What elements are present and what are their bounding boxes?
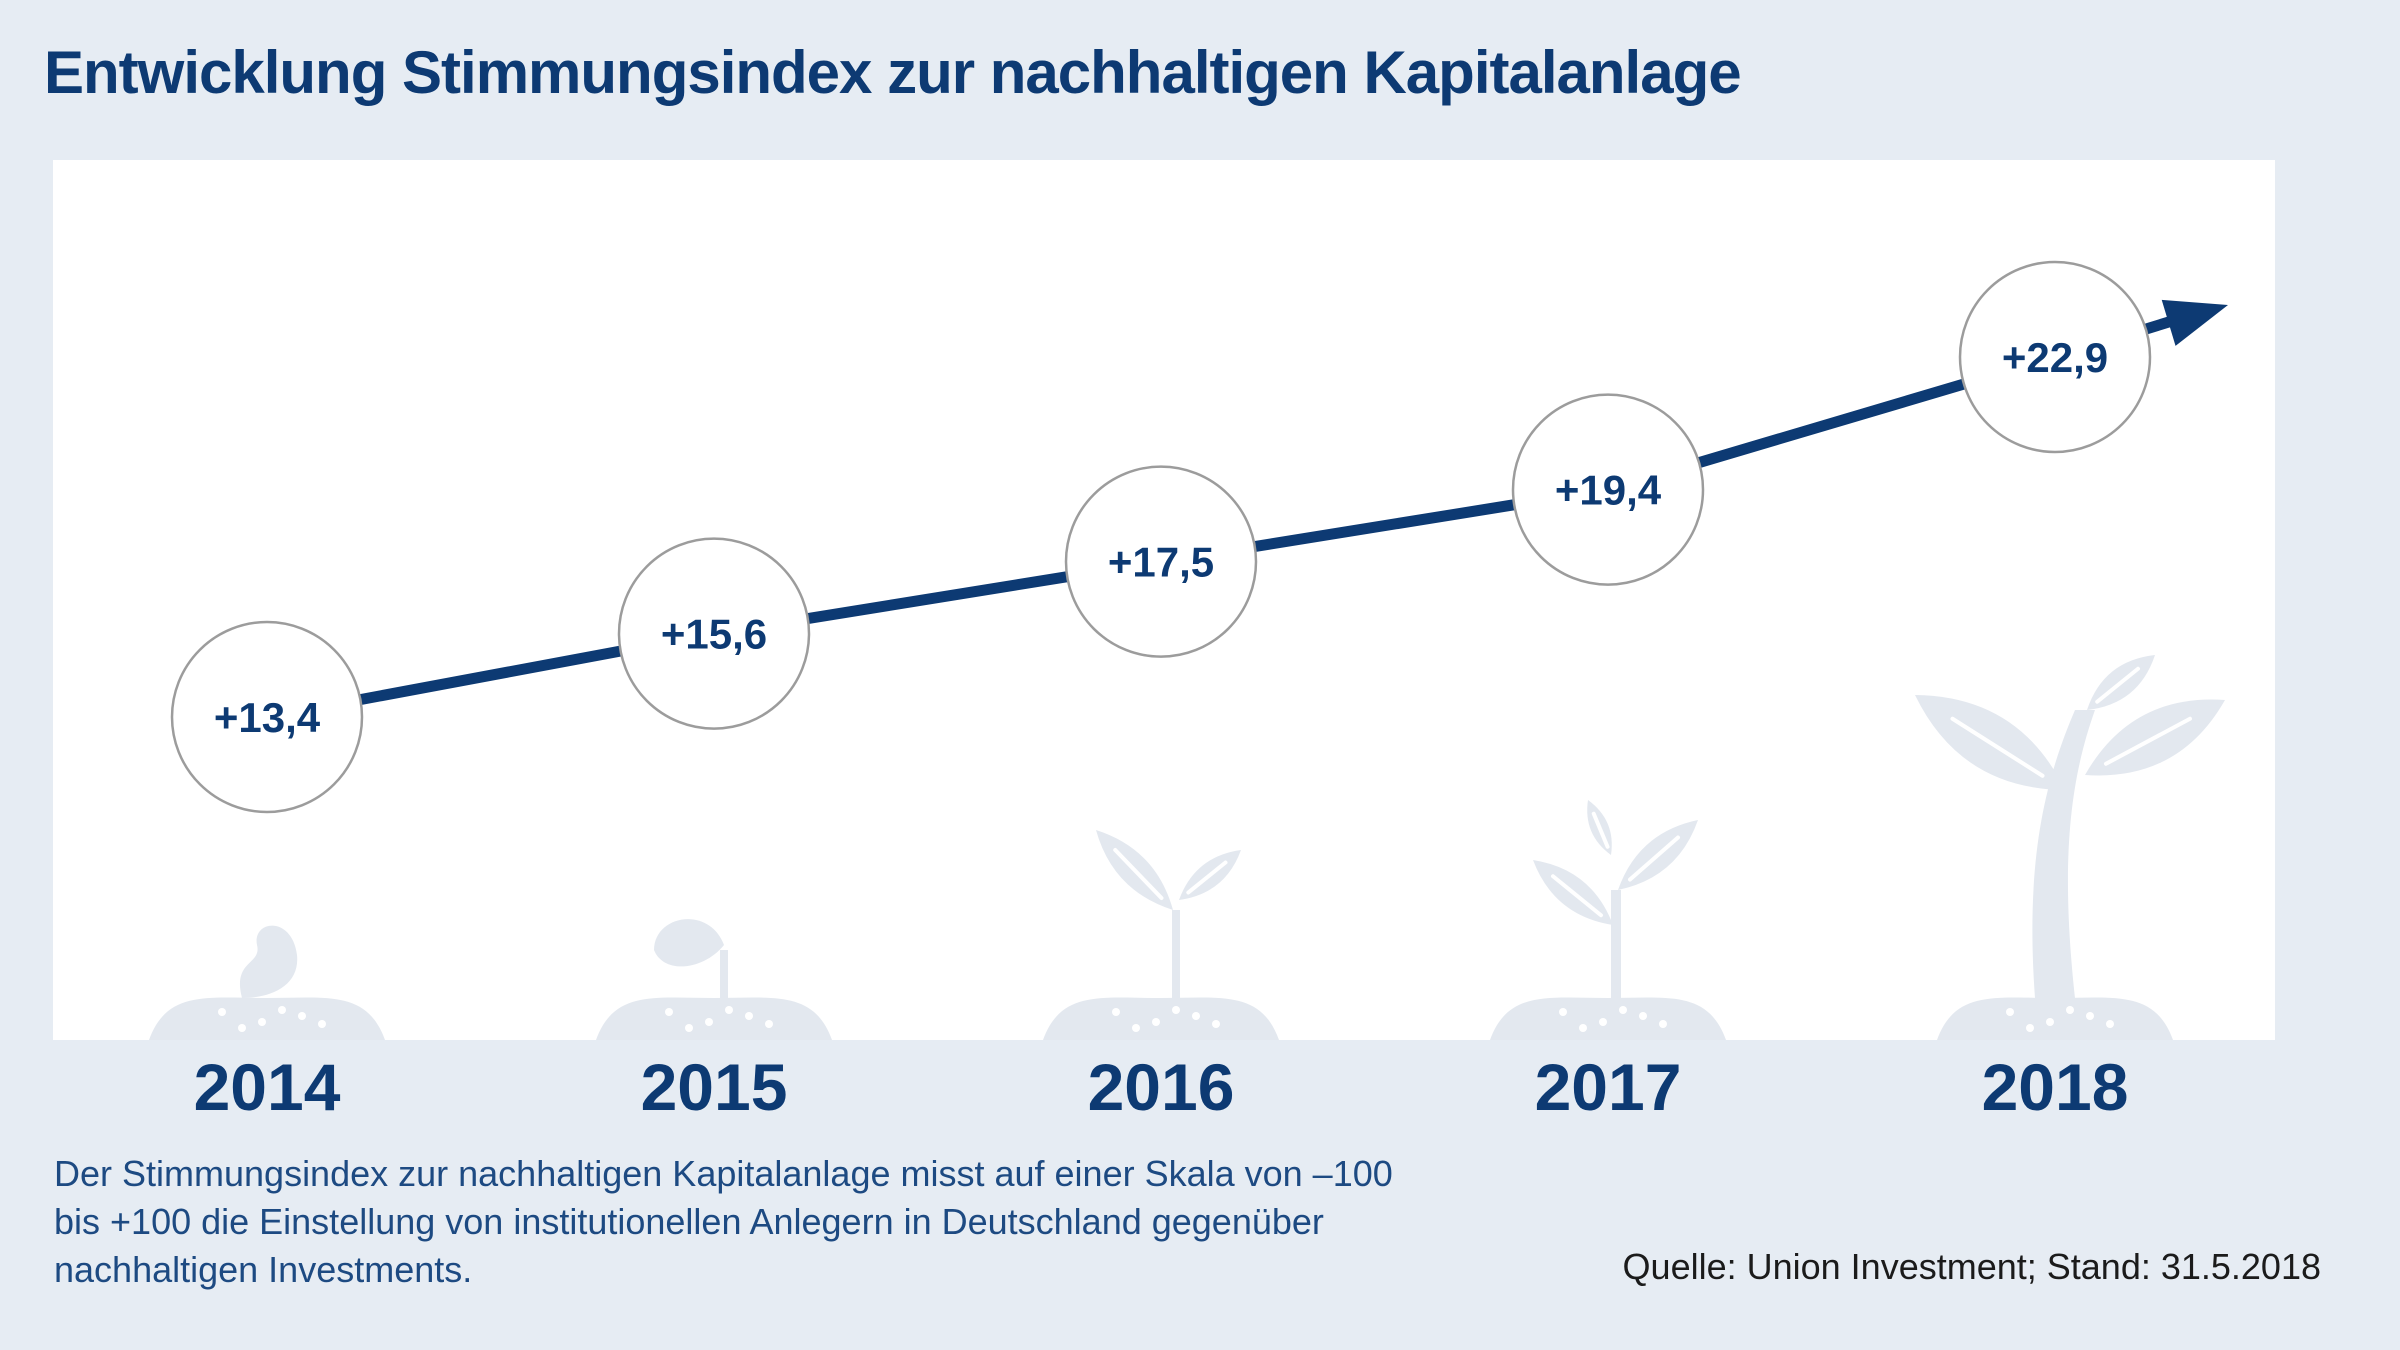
leaf-right-vein — [1186, 860, 1228, 895]
soil-mound — [596, 997, 832, 1040]
soil-dot — [685, 1024, 693, 1032]
plant-illustrations — [149, 655, 2225, 1040]
soil-dot — [765, 1020, 773, 1028]
x-tick-label-2017: 2017 — [1535, 1050, 1682, 1124]
data-label-2017: +19,4 — [1555, 467, 1662, 514]
soil-dot — [1639, 1012, 1647, 1020]
soil-dot — [1112, 1008, 1120, 1016]
soil-dot — [1172, 1006, 1180, 1014]
data-label-2014: +13,4 — [214, 694, 321, 741]
soil-dot — [2046, 1018, 2054, 1026]
soil-dot — [1619, 1006, 1627, 1014]
trend-arrowhead — [2161, 299, 2228, 346]
sprout-icon — [596, 919, 832, 1040]
x-tick-label-2015: 2015 — [641, 1050, 788, 1124]
soil-dot — [298, 1012, 306, 1020]
x-axis-labels: 2014 2015 2016 2017 2018 — [194, 1050, 2129, 1124]
x-tick-label-2016: 2016 — [1088, 1050, 1235, 1124]
young-plant-icon — [1490, 800, 1726, 1040]
soil-dot — [1599, 1018, 1607, 1026]
sprout-leaf — [654, 919, 724, 967]
leaf-right-vein — [1628, 835, 1680, 882]
soil-dot — [218, 1008, 226, 1016]
x-tick-label-2014: 2014 — [194, 1050, 341, 1124]
seed-icon — [149, 925, 385, 1040]
soil-dot — [1152, 1018, 1160, 1026]
soil-dot — [1579, 1024, 1587, 1032]
source-note: Quelle: Union Investment; Stand: 31.5.20… — [1622, 1246, 2321, 1287]
data-point-2014 — [170, 620, 364, 814]
soil-mound — [1043, 997, 1279, 1040]
data-points: +13,4 +15,6 +17,5 +19,4 +22,9 — [170, 260, 2152, 814]
data-label-2018: +22,9 — [2002, 334, 2108, 381]
seedling-icon — [1043, 830, 1279, 1040]
leaf-left-vein — [1113, 848, 1164, 900]
grown-plant-icon — [1915, 655, 2225, 1040]
soil-dot — [258, 1018, 266, 1026]
soil-dot — [1132, 1024, 1140, 1032]
leaf-top-vein — [1591, 811, 1610, 849]
soil-dot — [1212, 1020, 1220, 1028]
soil-dot — [2026, 1024, 2034, 1032]
soil-dot — [745, 1012, 753, 1020]
leaf-top-vein — [2095, 666, 2140, 704]
soil-dot — [2066, 1006, 2074, 1014]
soil-dot — [1192, 1012, 1200, 1020]
leaf-left-vein — [1950, 716, 2045, 778]
trunk — [2032, 710, 2095, 998]
data-label-2016: +17,5 — [1108, 539, 1214, 586]
chart-title: Entwicklung Stimmungsindex zur nachhalti… — [44, 39, 1742, 106]
soil-dot — [2006, 1008, 2014, 1016]
leaf-left-vein — [1551, 874, 1603, 918]
soil-dot — [665, 1008, 673, 1016]
data-point-2016 — [1064, 465, 1258, 658]
soil-mound — [149, 997, 385, 1040]
leaf-right-vein — [2104, 716, 2192, 766]
soil-dot — [238, 1024, 246, 1032]
data-label-2015: +15,6 — [661, 611, 767, 658]
data-point-2018 — [1958, 260, 2152, 454]
soil-dot — [1559, 1008, 1567, 1016]
soil-mound — [1937, 997, 2173, 1040]
trend-line — [265, 299, 2228, 723]
data-point-2017 — [1511, 393, 1705, 586]
soil-dot — [705, 1018, 713, 1026]
chart-description: Der Stimmungsindex zur nachhaltigen Kapi… — [54, 1153, 1393, 1290]
soil-dot — [725, 1006, 733, 1014]
soil-dot — [2106, 1020, 2114, 1028]
x-tick-label-2018: 2018 — [1982, 1050, 2129, 1124]
soil-dot — [278, 1006, 286, 1014]
soil-dot — [318, 1020, 326, 1028]
seed — [239, 925, 298, 998]
data-point-2015 — [617, 537, 811, 730]
soil-dot — [1659, 1020, 1667, 1028]
soil-mound — [1490, 997, 1726, 1040]
soil-dot — [2086, 1012, 2094, 1020]
